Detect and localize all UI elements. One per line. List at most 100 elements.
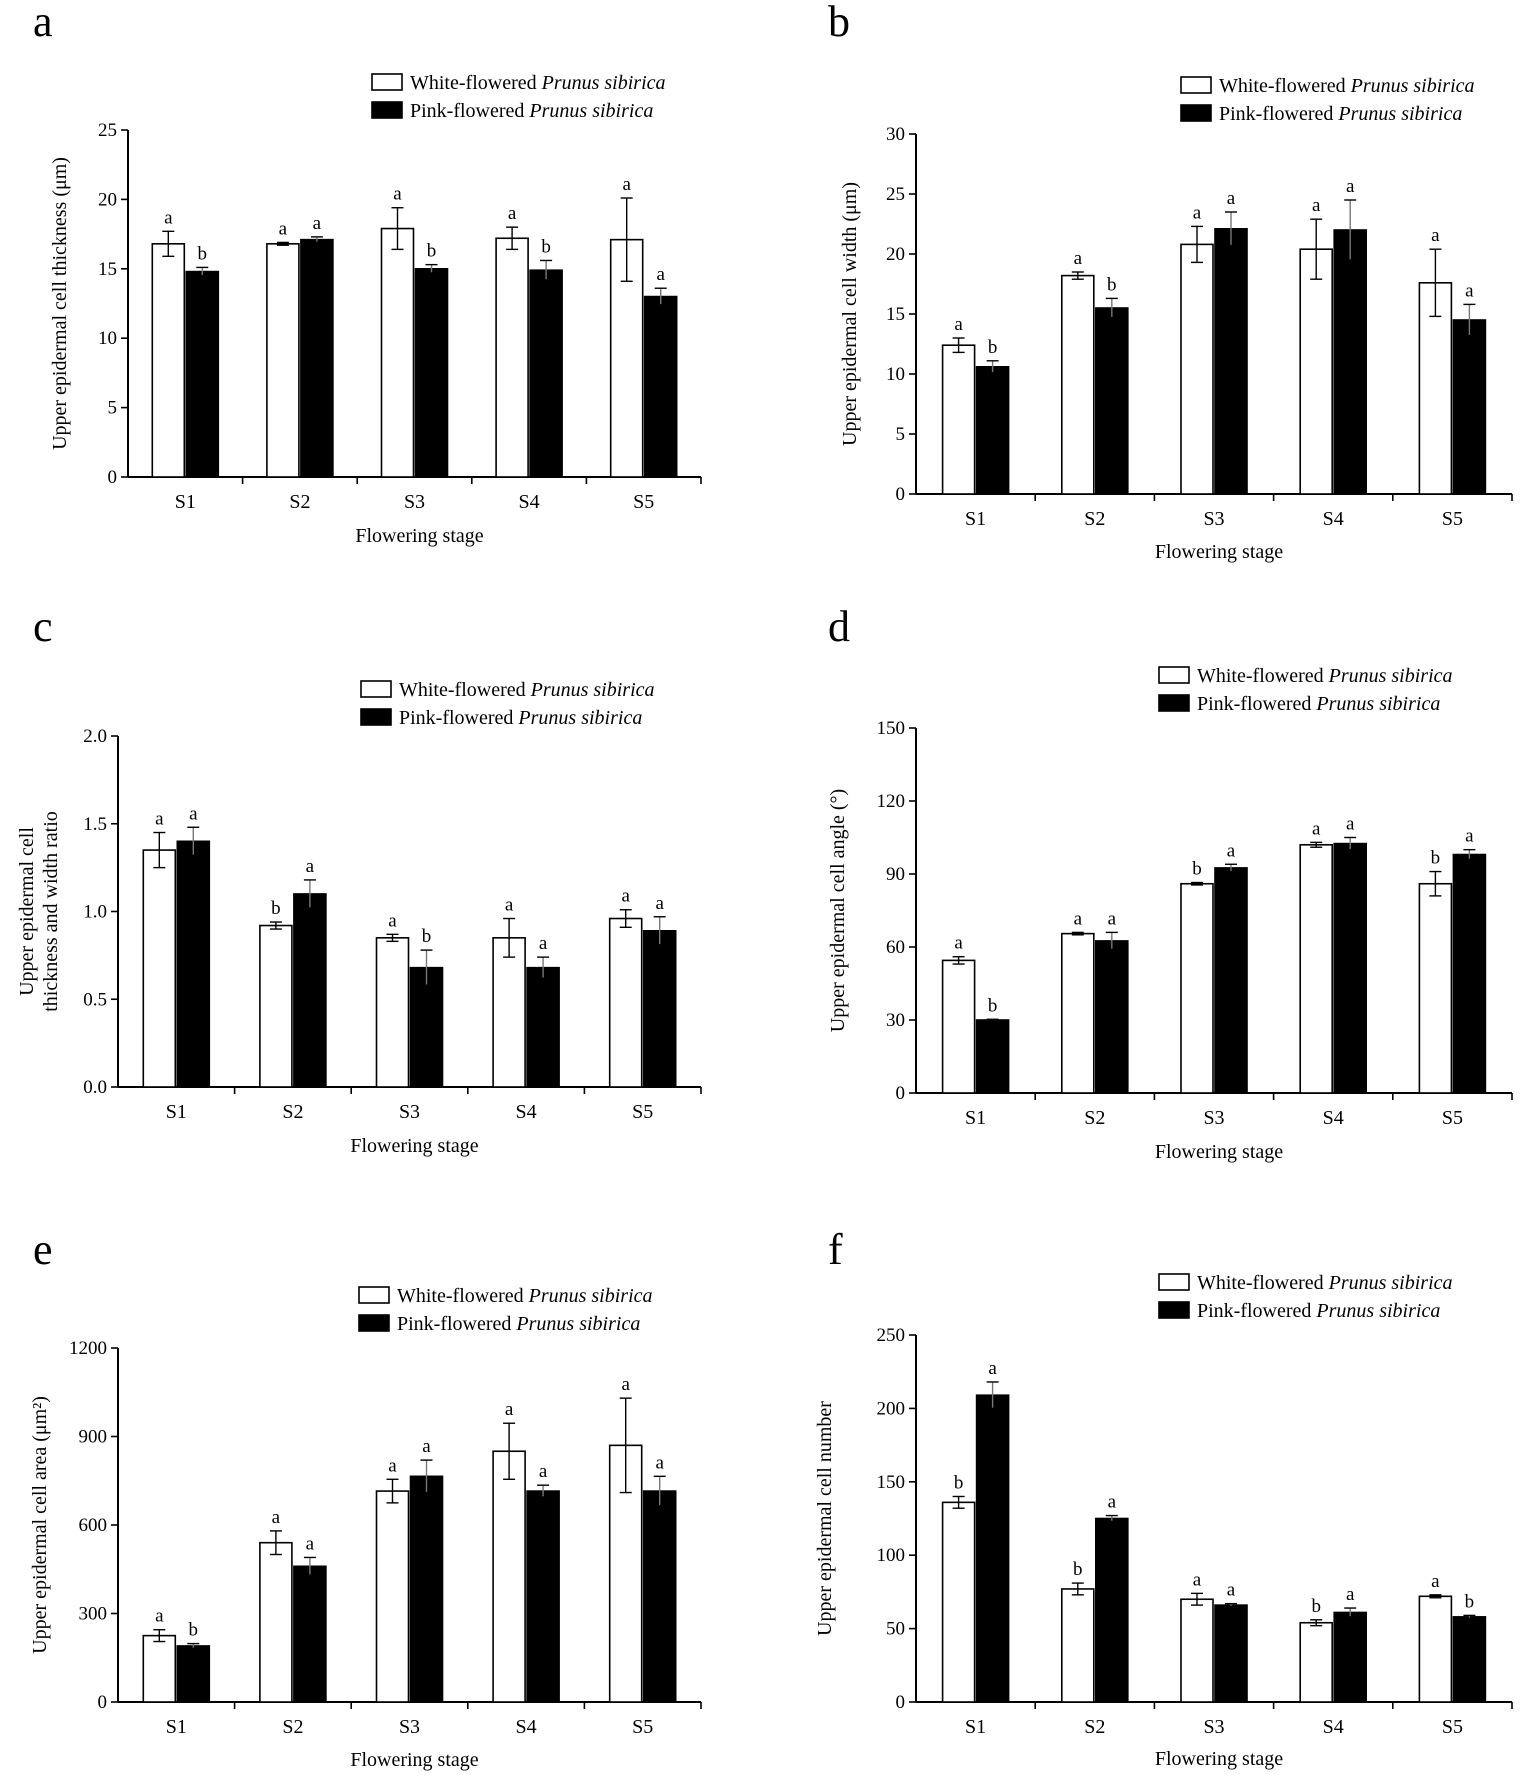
- bar-pink: [529, 269, 563, 478]
- x-tick-label: S2: [282, 1101, 303, 1123]
- significance-letter: a: [1465, 280, 1474, 301]
- legend-label-prefix: Pink-flowered: [397, 1313, 516, 1335]
- x-tick-label: S3: [1203, 1107, 1224, 1129]
- legend: White-flowered Prunus sibiricaPink-flowe…: [1180, 75, 1475, 125]
- bar-white: [1299, 843, 1333, 1094]
- bar-white: [941, 1501, 976, 1703]
- significance-letter: a: [1193, 1569, 1202, 1590]
- legend-label-species: Prunus sibirica: [541, 72, 666, 94]
- bar-pink: [1095, 307, 1129, 495]
- bar-white: [259, 924, 293, 1088]
- x-tick-label: S5: [632, 1101, 653, 1123]
- significance-letter: a: [422, 1436, 431, 1457]
- significance-letter: a: [539, 1461, 548, 1482]
- significance-letter: a: [1227, 840, 1236, 861]
- legend-label-prefix: White-flowered: [397, 1285, 529, 1307]
- legend-label: Pink-flowered Prunus sibirica: [1219, 103, 1462, 125]
- bar-pink: [1214, 867, 1248, 1094]
- significance-letter: a: [155, 1606, 164, 1627]
- y-tick-label: 90: [886, 864, 905, 885]
- bar-white: [266, 243, 300, 478]
- significance-letter: a: [1465, 826, 1474, 847]
- bar-pink: [1333, 842, 1367, 1094]
- x-tick-label: S5: [633, 491, 654, 513]
- y-tick-label: 30: [886, 1010, 905, 1031]
- bar-white: [492, 937, 526, 1088]
- legend: White-flowered Prunus sibiricaPink-flowe…: [1158, 665, 1453, 715]
- x-tick-label: S1: [166, 1716, 187, 1738]
- y-tick-label: 60: [886, 937, 905, 958]
- y-axis-title: Upper epidermal cell width (μm): [839, 182, 861, 446]
- legend: White-flowered Prunus sibiricaPink-flowe…: [358, 1285, 653, 1335]
- x-axis-title: Flowering stage: [350, 1135, 478, 1157]
- significance-letter: a: [622, 174, 631, 195]
- legend-label-species: Prunus sibirica: [1315, 1300, 1440, 1322]
- bar-white: [608, 917, 643, 1088]
- bar-pink: [409, 1475, 444, 1703]
- x-tick-label: S2: [282, 1716, 303, 1738]
- y-tick-label: 25: [886, 184, 905, 205]
- y-tick-label: 100: [877, 1545, 906, 1566]
- significance-letter: a: [1193, 202, 1202, 223]
- significance-letter: b: [1465, 1591, 1475, 1612]
- x-tick-label: S4: [1323, 508, 1344, 530]
- chart-panel-c: c 0.0 0.5 1.0 1.5 2.0 Upper epidermal cell thic…: [16, 602, 702, 1157]
- x-axis-title: Flowering stage: [1155, 1748, 1283, 1770]
- legend-label-prefix: Pink-flowered: [1219, 103, 1338, 125]
- y-tick-label: 250: [877, 1325, 906, 1346]
- significance-letter: a: [279, 218, 288, 239]
- significance-letter: a: [508, 203, 517, 224]
- bar-pink: [642, 1490, 677, 1703]
- x-tick-label: S4: [519, 491, 540, 513]
- x-tick-label: S1: [965, 1107, 986, 1129]
- significance-letter: a: [1312, 818, 1321, 839]
- bar-pink: [176, 1645, 211, 1703]
- bar-pink: [1452, 1616, 1487, 1703]
- bar-white: [1061, 1588, 1095, 1703]
- chart-panel-d: d 0 30 60 90 120 150 Upper epidermal cell angle…: [827, 602, 1513, 1163]
- bar-pink: [414, 267, 449, 478]
- panel-label: c: [33, 602, 53, 651]
- significance-letter: a: [189, 803, 198, 824]
- y-tick-label: 10: [98, 328, 117, 349]
- bar-pink: [293, 1565, 327, 1703]
- bar-white: [1180, 882, 1214, 1094]
- legend-swatch: [360, 680, 392, 698]
- bar-pink: [1452, 319, 1487, 495]
- legend: White-flowered Prunus sibiricaPink-flowe…: [360, 679, 655, 729]
- legend-swatch: [358, 1286, 390, 1304]
- y-tick-label: 300: [79, 1604, 108, 1625]
- significance-letter: a: [954, 314, 963, 335]
- significance-letter: a: [655, 1452, 664, 1473]
- y-tick-label: 120: [877, 791, 906, 812]
- bar-white: [1180, 243, 1214, 495]
- x-tick-label: S3: [1203, 508, 1224, 530]
- significance-letter: a: [988, 1358, 997, 1379]
- chart-panel-e: e 0 300 600 900 1200 Upper epidermal cell area…: [29, 1225, 702, 1771]
- y-tick-label: 150: [877, 718, 906, 739]
- x-tick-label: S5: [1442, 1716, 1463, 1738]
- y-tick-label: 0: [896, 484, 906, 505]
- significance-letter: a: [655, 893, 664, 914]
- legend-swatch: [1180, 76, 1212, 94]
- significance-letter: a: [164, 207, 173, 228]
- x-axis-title: Flowering stage: [1155, 541, 1283, 563]
- x-tick-label: S2: [1084, 1107, 1105, 1129]
- bar-white: [941, 344, 976, 495]
- significance-letter: a: [621, 886, 630, 907]
- x-tick-label: S4: [516, 1716, 537, 1738]
- x-tick-label: S4: [1323, 1107, 1344, 1129]
- bar-pink: [1452, 853, 1487, 1094]
- significance-letter: a: [1312, 195, 1321, 216]
- bar-white: [941, 959, 976, 1094]
- bar-pink: [1333, 229, 1367, 495]
- chart-panel-a: a 0 5 10 15 20 25 Upper epidermal cell thicknes…: [33, 0, 702, 547]
- x-tick-label: S3: [1203, 1716, 1224, 1738]
- bar-white: [380, 227, 415, 478]
- y-tick-label: 0: [896, 1692, 906, 1713]
- significance-letter: a: [1431, 1571, 1440, 1592]
- legend-swatch: [360, 708, 392, 726]
- legend-label-prefix: Pink-flowered: [399, 707, 518, 729]
- significance-letter: a: [306, 1533, 315, 1554]
- x-tick-label: S1: [965, 1716, 986, 1738]
